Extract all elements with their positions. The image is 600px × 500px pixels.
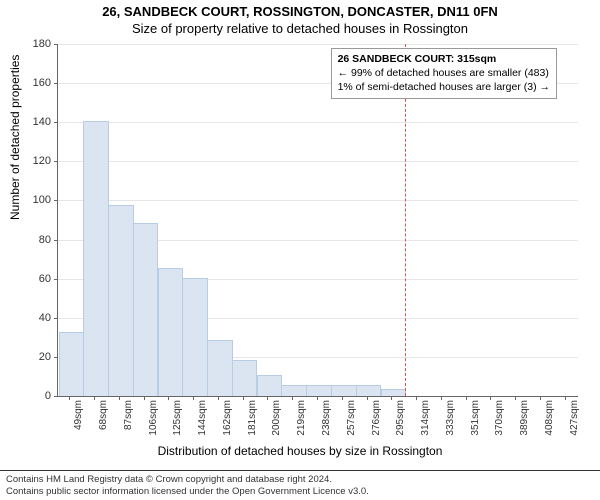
xtick-mark bbox=[515, 396, 516, 400]
licence-footer: Contains HM Land Registry data © Crown c… bbox=[0, 470, 600, 500]
xtick-label: 68sqm bbox=[98, 400, 109, 430]
ytick-mark bbox=[54, 122, 58, 123]
x-axis-label: Distribution of detached houses by size … bbox=[0, 444, 600, 458]
xtick-label: 238sqm bbox=[321, 400, 332, 436]
xtick-label: 314sqm bbox=[420, 400, 431, 436]
xtick-mark bbox=[292, 396, 293, 400]
xtick-label: 351sqm bbox=[470, 400, 481, 436]
xtick-label: 181sqm bbox=[247, 400, 258, 436]
chart-title-address: 26, SANDBECK COURT, ROSSINGTON, DONCASTE… bbox=[0, 0, 600, 19]
histogram-bar bbox=[158, 268, 184, 396]
histogram-bar bbox=[108, 205, 134, 396]
xtick-label: 219sqm bbox=[296, 400, 307, 436]
xtick-mark bbox=[119, 396, 120, 400]
callout-headline: 26 SANDBECK COURT: 315sqm bbox=[338, 53, 497, 65]
xtick-mark bbox=[94, 396, 95, 400]
xtick-label: 49sqm bbox=[73, 400, 84, 430]
xtick-label: 257sqm bbox=[346, 400, 357, 436]
xtick-mark bbox=[243, 396, 244, 400]
xtick-mark bbox=[466, 396, 467, 400]
xtick-label: 370sqm bbox=[494, 400, 505, 436]
ytick-label: 60 bbox=[21, 273, 51, 285]
callout-larger: 1% of semi-detached houses are larger (3… bbox=[338, 81, 550, 93]
ytick-mark bbox=[54, 240, 58, 241]
ytick-mark bbox=[54, 200, 58, 201]
xtick-label: 295sqm bbox=[395, 400, 406, 436]
histogram-bar bbox=[306, 385, 332, 396]
chart-container: 26, SANDBECK COURT, ROSSINGTON, DONCASTE… bbox=[0, 0, 600, 500]
ytick-mark bbox=[54, 279, 58, 280]
xtick-mark bbox=[367, 396, 368, 400]
xtick-mark bbox=[69, 396, 70, 400]
xtick-mark bbox=[490, 396, 491, 400]
ytick-mark bbox=[54, 396, 58, 397]
plot-area: 26 SANDBECK COURT: 315sqm ← 99% of detac… bbox=[57, 44, 577, 396]
xtick-label: 162sqm bbox=[222, 400, 233, 436]
xtick-mark bbox=[565, 396, 566, 400]
xtick-label: 200sqm bbox=[271, 400, 282, 436]
xtick-label: 408sqm bbox=[544, 400, 555, 436]
histogram-bar bbox=[356, 385, 382, 396]
gridline bbox=[58, 200, 578, 201]
histogram-bar bbox=[133, 223, 159, 396]
gridline bbox=[58, 161, 578, 162]
xtick-mark bbox=[218, 396, 219, 400]
footer-line1: Contains HM Land Registry data © Crown c… bbox=[6, 474, 594, 486]
xtick-mark bbox=[441, 396, 442, 400]
histogram-bar bbox=[232, 360, 258, 396]
ytick-label: 20 bbox=[21, 351, 51, 363]
histogram-bar bbox=[257, 375, 283, 396]
annotation-callout: 26 SANDBECK COURT: 315sqm ← 99% of detac… bbox=[331, 48, 557, 99]
ytick-label: 160 bbox=[21, 77, 51, 89]
histogram-bar bbox=[381, 389, 407, 396]
ytick-mark bbox=[54, 357, 58, 358]
ytick-label: 120 bbox=[21, 155, 51, 167]
xtick-label: 125sqm bbox=[172, 400, 183, 436]
ytick-label: 180 bbox=[21, 38, 51, 50]
xtick-mark bbox=[193, 396, 194, 400]
xtick-label: 276sqm bbox=[371, 400, 382, 436]
xtick-mark bbox=[144, 396, 145, 400]
ytick-mark bbox=[54, 44, 58, 45]
y-axis-label: Number of detached properties bbox=[8, 55, 22, 220]
xtick-mark bbox=[342, 396, 343, 400]
ytick-label: 40 bbox=[21, 312, 51, 324]
ytick-mark bbox=[54, 161, 58, 162]
chart-subtitle: Size of property relative to detached ho… bbox=[0, 19, 600, 36]
xtick-label: 389sqm bbox=[519, 400, 530, 436]
histogram-bar bbox=[83, 121, 109, 396]
xtick-mark bbox=[416, 396, 417, 400]
xtick-mark bbox=[540, 396, 541, 400]
gridline bbox=[58, 44, 578, 45]
histogram-bar bbox=[59, 332, 85, 396]
ytick-mark bbox=[54, 83, 58, 84]
xtick-label: 333sqm bbox=[445, 400, 456, 436]
xtick-label: 106sqm bbox=[148, 400, 159, 436]
callout-smaller: ← 99% of detached houses are smaller (48… bbox=[338, 67, 549, 79]
xtick-mark bbox=[317, 396, 318, 400]
xtick-label: 144sqm bbox=[197, 400, 208, 436]
xtick-label: 427sqm bbox=[569, 400, 580, 436]
xtick-mark bbox=[391, 396, 392, 400]
ytick-label: 0 bbox=[21, 390, 51, 402]
ytick-label: 80 bbox=[21, 234, 51, 246]
xtick-label: 87sqm bbox=[123, 400, 134, 430]
histogram-bar bbox=[207, 340, 233, 396]
footer-line2: Contains public sector information licen… bbox=[6, 486, 594, 498]
ytick-label: 100 bbox=[21, 194, 51, 206]
histogram-bar bbox=[331, 385, 357, 396]
histogram-bar bbox=[281, 385, 307, 396]
ytick-mark bbox=[54, 318, 58, 319]
histogram-bar bbox=[182, 278, 208, 396]
gridline bbox=[58, 122, 578, 123]
xtick-mark bbox=[267, 396, 268, 400]
ytick-label: 140 bbox=[21, 116, 51, 128]
xtick-mark bbox=[168, 396, 169, 400]
